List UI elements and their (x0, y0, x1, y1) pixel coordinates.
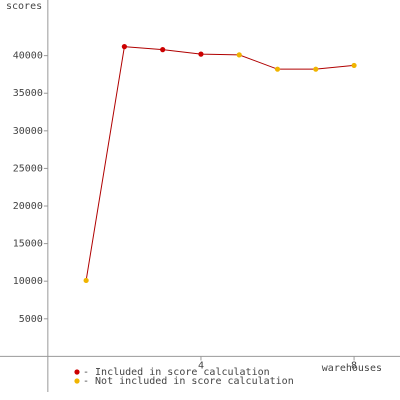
y-tick-label: 35000 (13, 88, 43, 99)
data-point (121, 44, 128, 50)
y-tick-label: 20000 (13, 201, 43, 212)
data-point (351, 62, 357, 69)
y-axis-label: scores (6, 1, 42, 12)
y-tick-label: 5000 (19, 314, 43, 325)
data-point (160, 47, 166, 53)
y-tick-label: 10000 (13, 276, 43, 287)
legend-label: - Not included in score calculation (83, 376, 294, 387)
y-tick-label: 40000 (13, 51, 43, 62)
y-tick-label: 25000 (13, 163, 43, 174)
x-tick-label: 8 (351, 360, 357, 371)
legend-marker (74, 369, 80, 375)
legend-label: - Included in score calculation (83, 367, 270, 378)
data-point (274, 66, 281, 72)
legend-marker (74, 378, 80, 384)
data-point (83, 277, 89, 284)
data-point (313, 66, 319, 72)
data-line (85, 46, 355, 281)
y-tick-label: 15000 (13, 239, 43, 250)
data-point (198, 51, 204, 57)
x-tick-label: 4 (198, 360, 204, 371)
data-point (236, 52, 242, 58)
y-tick-label: 30000 (13, 126, 43, 137)
x-axis-label: warehouses (322, 363, 382, 374)
